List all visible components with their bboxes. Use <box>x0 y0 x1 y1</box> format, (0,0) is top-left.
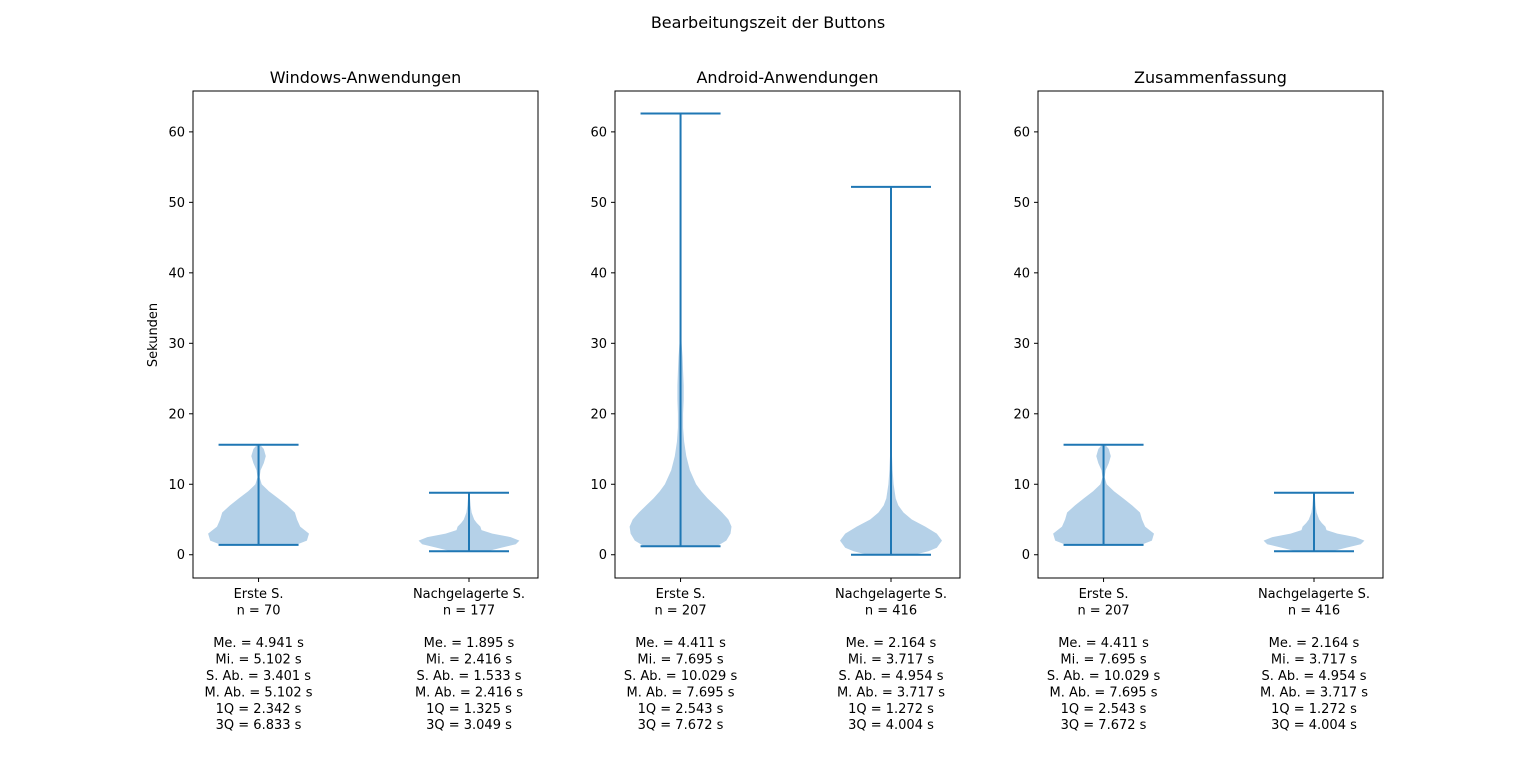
x-tick-stat: M. Ab. = 3.717 s <box>837 685 945 700</box>
x-tick-count: n = 177 <box>443 603 495 618</box>
x-tick-stat: Mi. = 7.695 s <box>637 653 723 668</box>
x-tick-stat: S. Ab. = 4.954 s <box>1261 669 1366 684</box>
y-tick-label: 30 <box>1013 337 1030 352</box>
y-tick-label: 50 <box>168 196 185 211</box>
x-tick-stat: Mi. = 7.695 s <box>1060 653 1146 668</box>
y-tick-label: 10 <box>590 478 607 493</box>
violin-group: Nachgelagerte S.n = 416 Me. = 2.164 s Mi. … <box>835 185 947 733</box>
x-tick-stat: Mi. = 5.102 s <box>215 653 301 668</box>
violin-group: Erste S.n = 207 Me. = 4.411 s Mi. = 7.695 … <box>624 112 738 733</box>
y-tick-label: 20 <box>590 407 607 422</box>
x-tick-label: Nachgelagerte S. <box>413 587 525 602</box>
x-tick-stat: S. Ab. = 10.029 s <box>624 669 738 684</box>
y-tick-label: 60 <box>168 125 185 140</box>
x-tick-stat: 1Q = 1.272 s <box>848 702 934 717</box>
axes-frame <box>614 90 961 579</box>
x-tick-stat: Me. = 2.164 s <box>846 636 937 651</box>
x-tick-stat: S. Ab. = 4.954 s <box>838 669 943 684</box>
x-tick-stat: Mi. = 3.717 s <box>1271 653 1357 668</box>
x-tick-stat: Mi. = 3.717 s <box>848 653 934 668</box>
x-tick-count: n = 70 <box>237 603 281 618</box>
x-tick-stat: M. Ab. = 7.695 s <box>627 685 735 700</box>
panel-title: Android-Anwendungen <box>696 68 878 87</box>
x-tick-stat: Me. = 4.411 s <box>635 636 726 651</box>
x-tick-stat: M. Ab. = 5.102 s <box>205 685 313 700</box>
y-tick-label: 40 <box>590 266 607 281</box>
x-tick-stat: 1Q = 2.543 s <box>1061 702 1147 717</box>
axes-frame <box>1037 90 1384 579</box>
x-tick-stat: M. Ab. = 7.695 s <box>1050 685 1158 700</box>
x-tick-count: n = 207 <box>1077 603 1129 618</box>
y-tick-label: 60 <box>590 125 607 140</box>
x-tick-stat: 3Q = 6.833 s <box>216 718 302 733</box>
x-tick-stat: 3Q = 4.004 s <box>848 718 934 733</box>
x-tick-stat: 3Q = 7.672 s <box>638 718 724 733</box>
panel-title: Windows-Anwendungen <box>270 68 462 87</box>
x-tick-label: Erste S. <box>1079 587 1129 602</box>
y-tick-label: 60 <box>1013 125 1030 140</box>
panel-title: Zusammenfassung <box>1134 68 1287 87</box>
panel-2: Android-Anwendungen 0 10 20 30 40 50 60 Erste S.… <box>590 68 961 733</box>
x-tick-stat: S. Ab. = 3.401 s <box>206 669 311 684</box>
violin-group: Erste S.n = 207 Me. = 4.411 s Mi. = 7.695 … <box>1047 443 1161 733</box>
y-tick-label: 10 <box>168 478 185 493</box>
y-tick-label: 0 <box>177 548 185 563</box>
x-tick-stat: Mi. = 2.416 s <box>426 653 512 668</box>
x-tick-stat: Me. = 4.941 s <box>213 636 304 651</box>
y-tick-label: 0 <box>1022 548 1030 563</box>
x-tick-stat: S. Ab. = 1.533 s <box>416 669 521 684</box>
chart-suptitle: Bearbeitungszeit der Buttons <box>651 13 885 32</box>
x-tick-stat: 1Q = 1.325 s <box>426 702 512 717</box>
x-tick-stat: Me. = 4.411 s <box>1058 636 1149 651</box>
violin-group: Nachgelagerte S.n = 177 Me. = 1.895 s Mi. … <box>413 491 525 733</box>
axes-frame <box>192 90 539 579</box>
y-tick-label: 50 <box>590 196 607 211</box>
y-tick-label: 20 <box>1013 407 1030 422</box>
x-tick-label: Nachgelagerte S. <box>1258 587 1370 602</box>
x-tick-stat: 1Q = 1.272 s <box>1271 702 1357 717</box>
x-tick-stat: M. Ab. = 2.416 s <box>415 685 523 700</box>
y-tick-label: 0 <box>599 548 607 563</box>
y-tick-label: 10 <box>1013 478 1030 493</box>
y-axis-label: Sekunden <box>146 303 161 367</box>
x-tick-count: n = 416 <box>1288 603 1340 618</box>
y-tick-label: 30 <box>168 337 185 352</box>
x-tick-count: n = 416 <box>865 603 917 618</box>
x-tick-stat: M. Ab. = 3.717 s <box>1260 685 1368 700</box>
x-tick-stat: S. Ab. = 10.029 s <box>1047 669 1161 684</box>
y-tick-label: 50 <box>1013 196 1030 211</box>
panel-1: Windows-Anwendungen 0 10 20 30 40 50 60 Erste S.… <box>168 68 539 733</box>
x-tick-stat: 1Q = 2.342 s <box>216 702 302 717</box>
x-tick-stat: 3Q = 3.049 s <box>426 718 512 733</box>
violin-group: Erste S.n = 70 Me. = 4.941 s Mi. = 5.102 s… <box>205 443 313 733</box>
y-tick-label: 20 <box>168 407 185 422</box>
y-tick-label: 40 <box>1013 266 1030 281</box>
panels: Windows-Anwendungen 0 10 20 30 40 50 60 Erste S.… <box>168 68 1384 733</box>
violin-group: Nachgelagerte S.n = 416 Me. = 2.164 s Mi. … <box>1258 491 1370 733</box>
x-tick-count: n = 207 <box>654 603 706 618</box>
y-tick-label: 30 <box>590 337 607 352</box>
x-tick-label: Nachgelagerte S. <box>835 587 947 602</box>
x-tick-stat: 1Q = 2.543 s <box>638 702 724 717</box>
y-tick-label: 40 <box>168 266 185 281</box>
x-tick-label: Erste S. <box>234 587 284 602</box>
x-tick-stat: 3Q = 4.004 s <box>1271 718 1357 733</box>
x-tick-stat: 3Q = 7.672 s <box>1061 718 1147 733</box>
x-tick-stat: Me. = 1.895 s <box>424 636 515 651</box>
x-tick-label: Erste S. <box>656 587 706 602</box>
x-tick-stat: Me. = 2.164 s <box>1269 636 1360 651</box>
